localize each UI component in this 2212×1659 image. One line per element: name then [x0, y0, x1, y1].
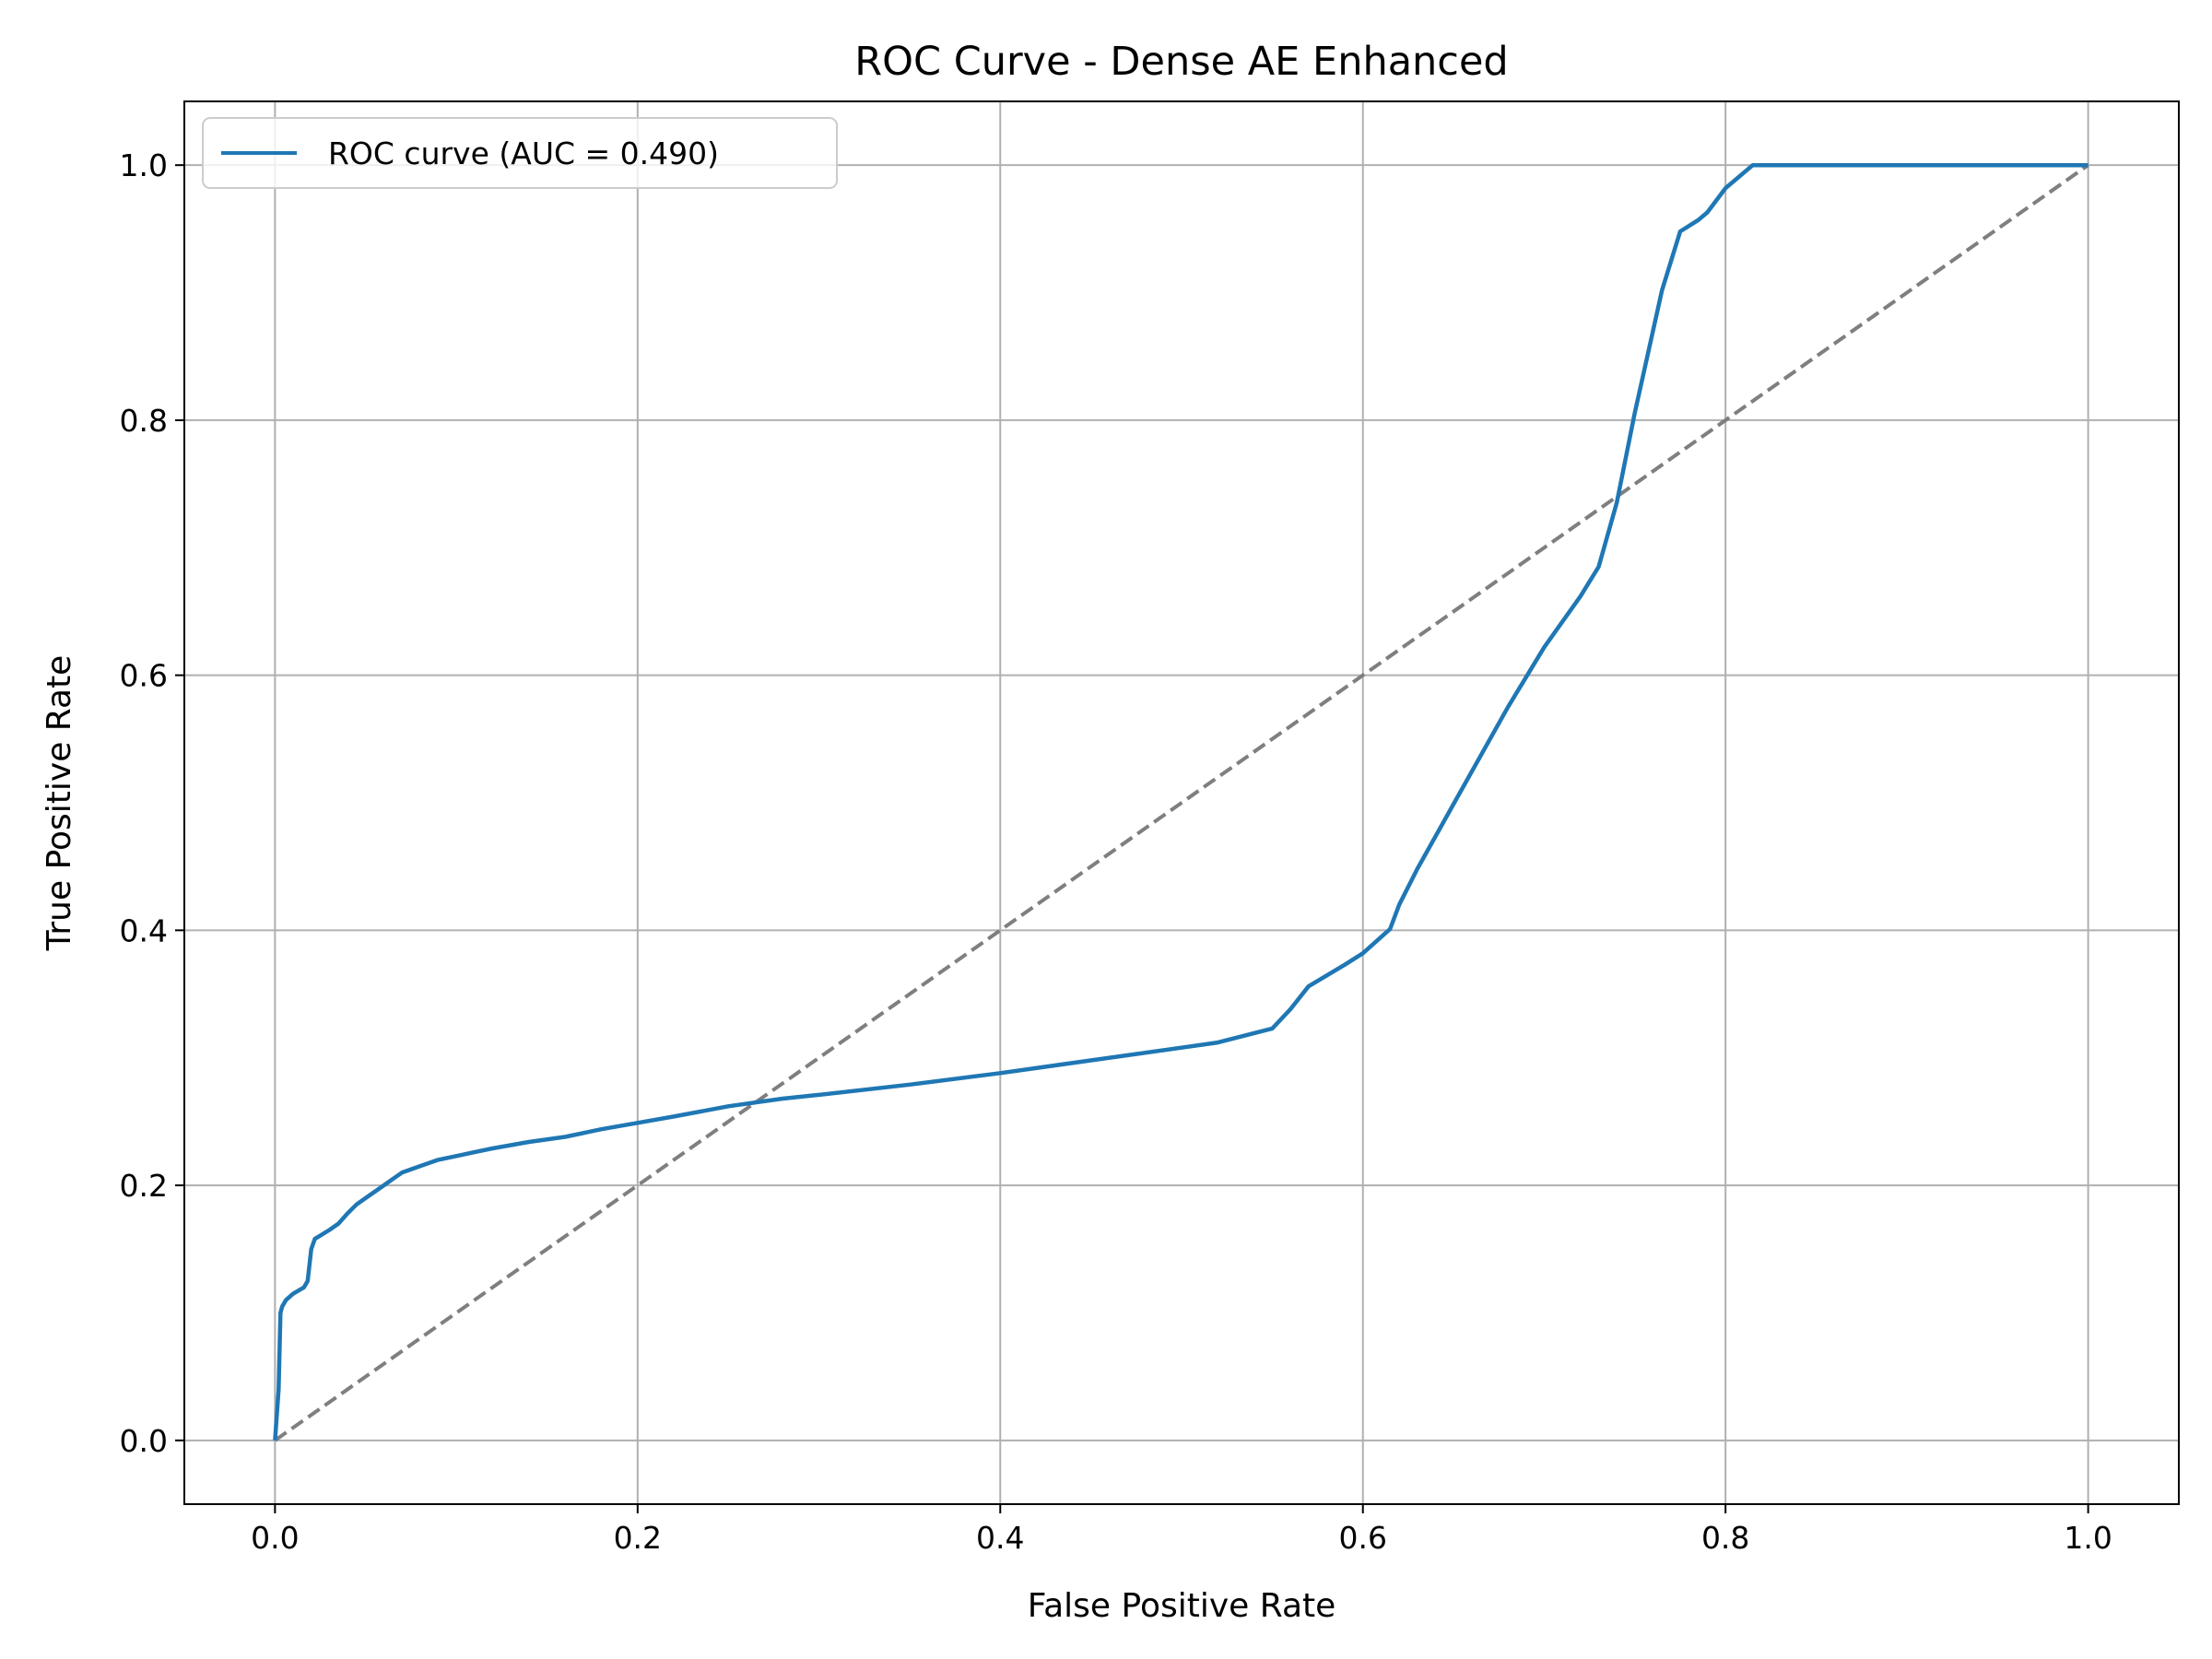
x-axis-label: False Positive Rate — [1028, 1587, 1336, 1625]
legend: ROC curve (AUC = 0.490) — [202, 117, 838, 189]
chart-title: ROC Curve - Dense AE Enhanced — [854, 39, 1508, 85]
y-tick-label: 0.0 — [120, 1423, 168, 1459]
roc-curve-line — [273, 162, 2088, 1441]
legend-box — [202, 117, 838, 189]
x-tick-label: 0.8 — [1701, 1520, 1749, 1556]
x-tick-label: 0.4 — [976, 1520, 1024, 1556]
grid-lines — [184, 101, 2179, 1504]
x-tick-label: 1.0 — [2064, 1520, 2112, 1556]
y-tick-label: 1.0 — [120, 147, 168, 183]
y-tick-label: 0.6 — [120, 658, 168, 694]
x-tick-label: 0.6 — [1338, 1520, 1386, 1556]
reference-diagonal-line — [274, 163, 2089, 1442]
axis-ticks: 0.0 0.2 0.4 0.6 0.8 1.0 0.0 0.2 0.4 0.6 0.8 1.0 — [120, 147, 2112, 1556]
x-tick-label: 0.0 — [251, 1520, 299, 1556]
x-tick-label: 0.2 — [614, 1520, 662, 1556]
y-tick-label: 0.8 — [120, 403, 168, 439]
y-tick-label: 0.2 — [120, 1168, 168, 1204]
legend-label-roc: ROC curve (AUC = 0.490) — [328, 135, 719, 171]
plot-frame — [183, 100, 2180, 1505]
y-axis-label: True Positive Rate — [41, 655, 78, 952]
y-tick-label: 0.4 — [120, 912, 168, 948]
series-layer — [273, 162, 2089, 1442]
